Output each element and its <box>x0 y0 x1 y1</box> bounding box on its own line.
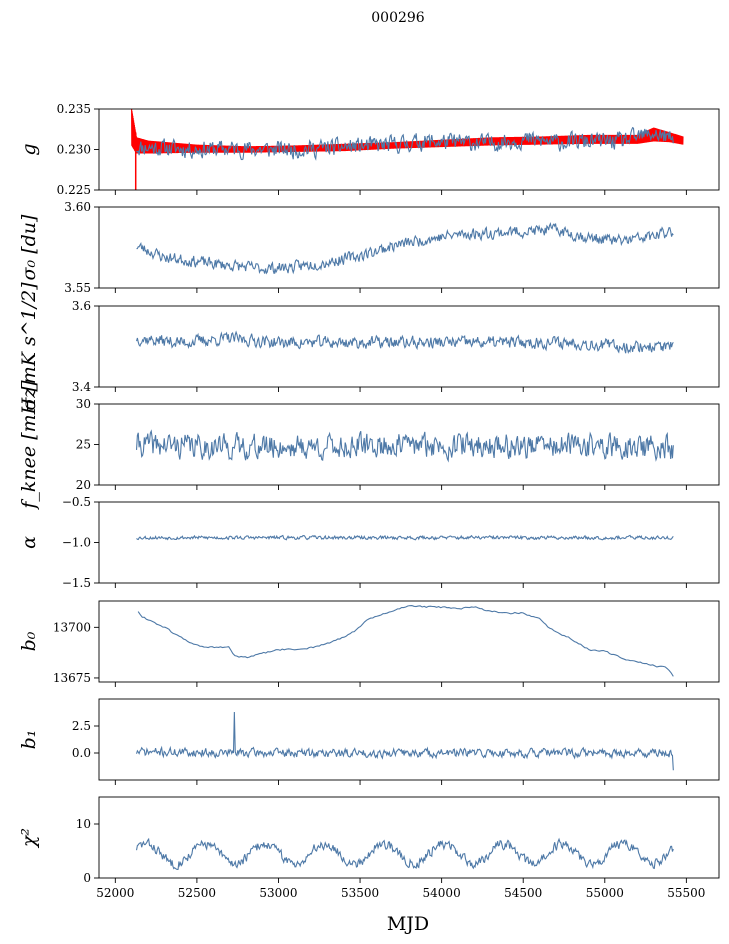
figure-title: 000296 <box>371 10 425 26</box>
y-tick-label-chi2: 10 <box>76 817 91 831</box>
x-tick-label: 53000 <box>259 886 297 900</box>
x-tick-label: 53500 <box>341 886 379 900</box>
panel-sigma0-frame <box>98 206 720 289</box>
x-axis-label: MJD <box>387 913 429 935</box>
y-tick-label-g: 0.235 <box>57 102 91 116</box>
panel-alpha-data <box>136 534 674 541</box>
panel-b0-frame <box>98 600 720 683</box>
y-tick-label-fknee: 20 <box>76 478 91 492</box>
panel-fknee: 20 25 30 f_knee [mHz] <box>18 380 720 511</box>
y-tick-label-b0: 13675 <box>53 671 91 685</box>
panel-b0: 13675 13700 b₀ <box>18 600 720 687</box>
panel-b1: 0.0 2.5 b₁ <box>18 698 720 785</box>
panel-b0-data <box>137 605 674 677</box>
series-alpha-line <box>136 534 674 541</box>
y-tick-label-g: 0.225 <box>57 183 91 197</box>
panel-sigma0-data <box>136 222 674 275</box>
x-tick-label: 55500 <box>667 886 705 900</box>
y-axis-label-sigma: σ [mK s^1/2] <box>18 282 40 411</box>
x-tick-label: 54000 <box>423 886 461 900</box>
panel-sigma0: 3.55 3.60 σ₀ [du] <box>18 200 720 295</box>
series-b0-line <box>137 605 674 677</box>
y-tick-label-b1: 0.0 <box>72 746 91 760</box>
panel-chi2-frame <box>98 796 720 879</box>
panel-g-data <box>131 109 684 190</box>
series-g-line <box>136 126 674 161</box>
series-sigma-line <box>135 330 674 355</box>
y-tick-label-chi2: 0 <box>83 871 91 885</box>
panel-g: 0.225 0.230 0.235 g <box>18 102 720 197</box>
y-axis-label-sigma0: σ₀ [du] <box>18 214 40 280</box>
panel-b1-data <box>136 711 674 771</box>
panel-fknee-data <box>135 429 674 463</box>
series-fknee-line <box>135 429 674 463</box>
series-b1-line <box>136 711 674 771</box>
panel-sigma-data <box>135 330 674 355</box>
y-axis-label-g: g <box>18 143 40 155</box>
x-tick-label: 55000 <box>586 886 624 900</box>
y-tick-label-fknee: 30 <box>76 397 91 411</box>
y-tick-label-sigma: 3.6 <box>72 299 91 313</box>
panel-alpha-frame <box>98 501 720 584</box>
y-tick-label-fknee: 25 <box>76 438 91 452</box>
y-tick-label-sigma: 3.4 <box>72 380 91 394</box>
series-chi2-line <box>135 837 674 871</box>
panel-sigma-frame <box>98 305 720 388</box>
y-tick-label-alpha: −0.5 <box>62 495 91 509</box>
x-tick-label: 54500 <box>504 886 542 900</box>
y-tick-label-alpha: −1.5 <box>62 576 91 590</box>
y-axis-label-b1: b₁ <box>18 730 40 750</box>
x-tick-label: 52000 <box>96 886 134 900</box>
panel-b1-frame <box>98 698 720 781</box>
panel-sigma: 3.4 3.6 σ [mK s^1/2] <box>18 282 720 411</box>
panel-chi2: 0 10 52000 52500 53000 53500 54000 54500 55000 55… <box>18 796 720 900</box>
y-tick-label-sigma0: 3.55 <box>64 281 91 295</box>
y-tick-label-alpha: −1.0 <box>62 536 91 550</box>
x-tick-label: 52500 <box>178 886 216 900</box>
y-axis-label-b0: b₀ <box>18 631 40 651</box>
y-tick-label-b0: 13700 <box>53 620 91 634</box>
panel-alpha: −1.5 −1.0 −0.5 α <box>18 495 720 590</box>
y-axis-label-chi2: χ² <box>18 828 40 849</box>
y-axis-label-fknee: f_knee [mHz] <box>18 380 40 511</box>
y-tick-label-b1: 2.5 <box>72 719 91 733</box>
panel-chi2-data <box>135 837 674 871</box>
panels-group: 0.225 0.230 0.235 g 3.55 3.60 σ₀ [du] 3.4 3.6 σ [… <box>18 102 720 900</box>
y-axis-label-alpha: α <box>18 536 40 549</box>
y-tick-label-g: 0.230 <box>57 143 91 157</box>
y-tick-label-sigma0: 3.60 <box>64 200 91 214</box>
series-sigma0-line <box>136 222 674 275</box>
